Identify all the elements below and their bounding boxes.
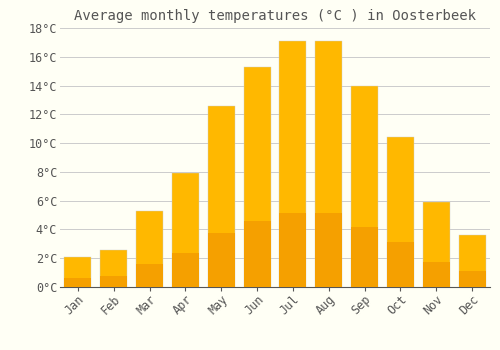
Bar [351,226,378,287]
Bar [423,202,450,287]
Bar [136,211,163,287]
Bar [244,221,270,287]
Bar [387,137,414,287]
Bar [458,272,485,287]
Bar [280,213,306,287]
Bar [458,235,485,287]
Bar [244,67,270,287]
Bar [100,250,127,287]
Bar [280,41,306,287]
Bar [100,276,127,287]
Bar [136,264,163,287]
Bar [172,253,199,287]
Title: Average monthly temperatures (°C ) in Oosterbeek: Average monthly temperatures (°C ) in Oo… [74,9,476,23]
Bar [316,41,342,287]
Bar [423,261,450,287]
Bar [172,173,199,287]
Bar [64,278,92,287]
Bar [316,213,342,287]
Bar [64,257,92,287]
Bar [208,233,234,287]
Bar [351,85,378,287]
Bar [387,242,414,287]
Bar [208,106,234,287]
